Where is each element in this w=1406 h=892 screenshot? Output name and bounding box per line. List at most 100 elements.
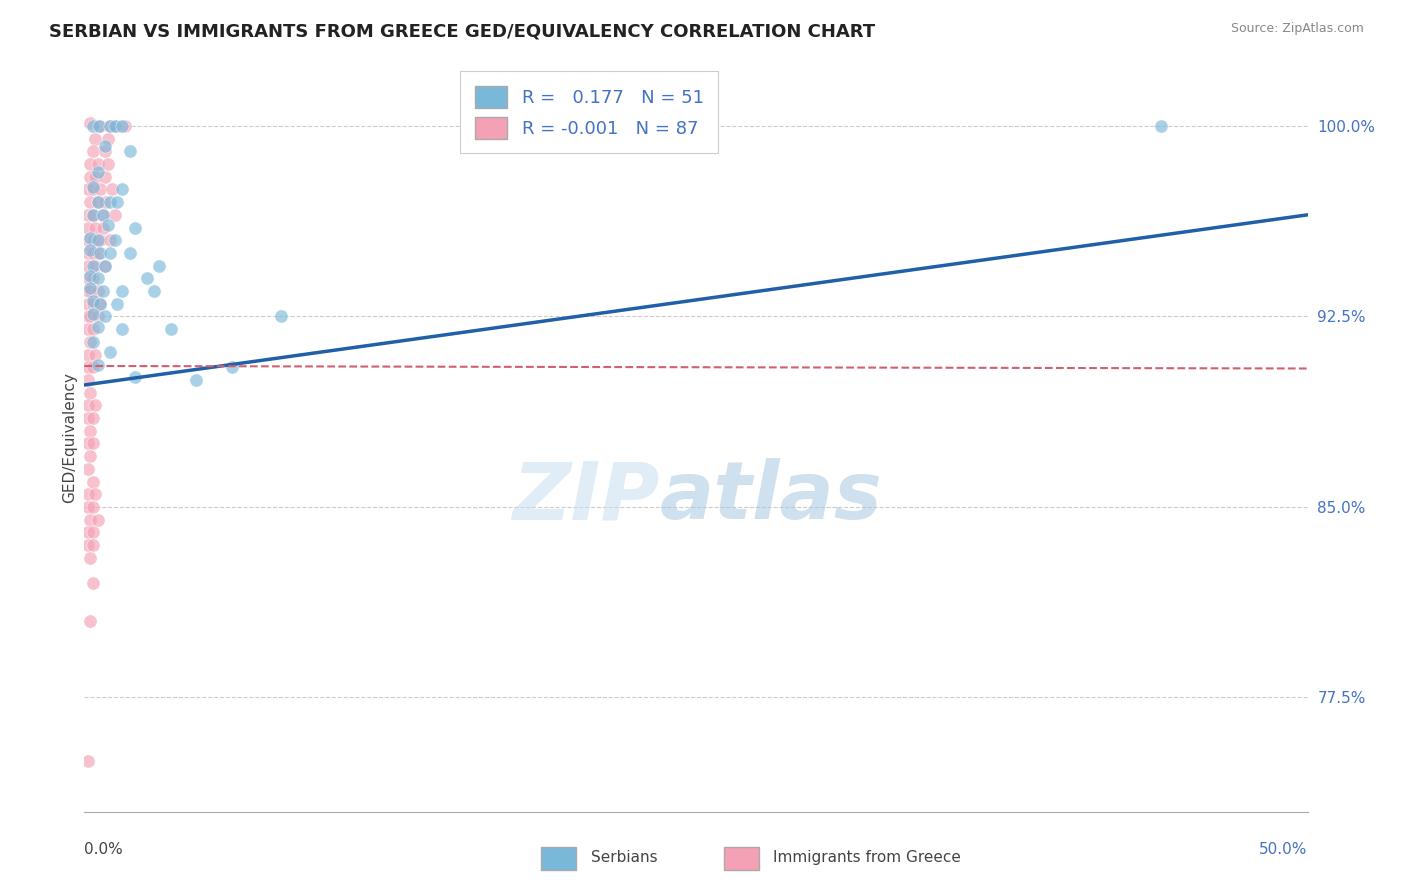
Point [114, 119, 136, 133]
Point [77, 538, 100, 552]
Point [84, 398, 107, 412]
Point [89, 246, 111, 260]
Point [82, 271, 104, 285]
Point [79, 116, 101, 130]
Point [79, 195, 101, 210]
Point [82, 411, 104, 425]
Point [82, 246, 104, 260]
Point [160, 322, 183, 336]
Point [79, 334, 101, 349]
Point [91, 208, 114, 222]
Point [77, 360, 100, 375]
Point [148, 259, 170, 273]
Y-axis label: GED/Equivalency: GED/Equivalency [62, 372, 77, 502]
Point [270, 310, 292, 324]
Point [82, 576, 104, 591]
Point [91, 220, 114, 235]
Point [77, 182, 100, 196]
Point [94, 195, 117, 210]
Point [101, 182, 124, 196]
Point [82, 182, 104, 196]
Point [94, 139, 117, 153]
Point [84, 259, 107, 273]
Point [91, 284, 114, 298]
Point [87, 319, 110, 334]
Point [77, 271, 100, 285]
Point [89, 297, 111, 311]
Point [77, 322, 100, 336]
Point [87, 284, 110, 298]
Point [77, 310, 100, 324]
Point [84, 131, 107, 145]
Point [77, 525, 100, 540]
Text: atlas: atlas [659, 458, 882, 536]
Point [82, 525, 104, 540]
Point [77, 487, 100, 501]
Point [77, 284, 100, 298]
Point [82, 145, 104, 159]
Point [97, 157, 120, 171]
Point [91, 208, 114, 222]
Point [84, 487, 107, 501]
Point [105, 195, 128, 210]
Point [82, 360, 104, 375]
Point [87, 310, 110, 324]
Point [135, 271, 157, 285]
Point [94, 259, 117, 273]
Point [87, 164, 110, 178]
Point [111, 322, 134, 336]
Point [94, 259, 117, 273]
Point [79, 169, 101, 184]
Point [221, 360, 243, 375]
Point [124, 220, 146, 235]
Point [98, 119, 121, 133]
Point [79, 449, 101, 463]
Point [89, 297, 111, 311]
Point [82, 233, 104, 247]
Point [77, 754, 100, 768]
Point [82, 500, 104, 514]
Point [111, 119, 134, 133]
Point [87, 195, 110, 210]
Point [82, 208, 104, 222]
Point [82, 322, 104, 336]
Point [111, 284, 134, 298]
Point [118, 246, 141, 260]
Point [77, 373, 100, 387]
Point [77, 220, 100, 235]
Point [82, 297, 104, 311]
Point [79, 284, 101, 298]
Point [82, 259, 104, 273]
Point [82, 307, 104, 321]
Text: ZIP: ZIP [512, 458, 659, 536]
Point [79, 550, 101, 565]
Point [82, 119, 104, 133]
Point [94, 310, 117, 324]
Point [77, 297, 100, 311]
Point [82, 334, 104, 349]
Point [87, 358, 110, 372]
Point [98, 233, 121, 247]
Point [118, 145, 141, 159]
Text: 0.0%: 0.0% [84, 842, 124, 857]
Point [87, 233, 110, 247]
Point [77, 259, 100, 273]
Point [98, 195, 121, 210]
Point [77, 208, 100, 222]
Point [94, 169, 117, 184]
Point [104, 208, 127, 222]
Point [82, 294, 104, 309]
Point [77, 398, 100, 412]
Point [79, 157, 101, 171]
Point [105, 119, 128, 133]
Point [89, 233, 111, 247]
Point [105, 297, 128, 311]
Point [77, 246, 100, 260]
Point [87, 157, 110, 171]
Point [87, 195, 110, 210]
Point [79, 268, 101, 283]
Point [77, 462, 100, 476]
Point [89, 182, 111, 196]
Point [77, 233, 100, 247]
Point [104, 119, 127, 133]
